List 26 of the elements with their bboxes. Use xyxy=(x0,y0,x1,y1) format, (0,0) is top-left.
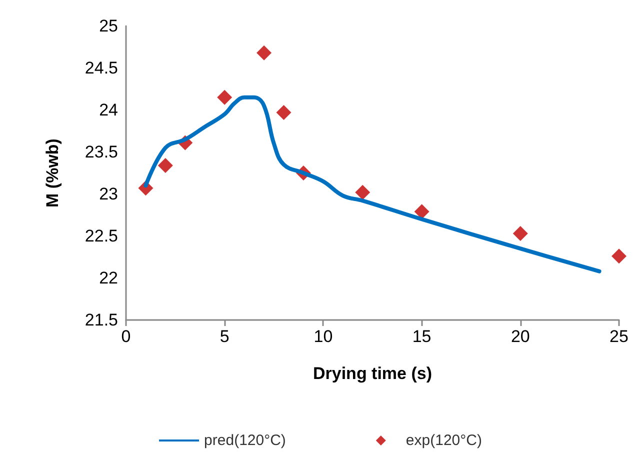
y-tick-label: 24 xyxy=(99,100,118,120)
point xyxy=(414,204,430,220)
y-tick-label: 22 xyxy=(99,268,118,288)
x-tick-label: 10 xyxy=(314,327,333,346)
point xyxy=(256,45,272,60)
point xyxy=(158,158,173,173)
point xyxy=(612,248,626,264)
point xyxy=(217,90,232,105)
point xyxy=(355,184,370,200)
y-tick-label: 25 xyxy=(99,16,118,36)
y-tick-label: 23.5 xyxy=(84,142,118,162)
y-tick-label: 24.5 xyxy=(84,58,118,78)
point xyxy=(512,226,528,241)
x-tick-label: 25 xyxy=(610,327,628,346)
legend-label: exp(120°C) xyxy=(406,432,482,449)
legend-label: pred(120°C) xyxy=(204,432,286,449)
x-tick-label: 0 xyxy=(121,327,131,346)
x-tick-label: 15 xyxy=(412,327,432,346)
y-tick-label: 21.5 xyxy=(84,310,118,330)
y-tick-label: 22.5 xyxy=(84,226,118,246)
point xyxy=(276,105,292,120)
y-axis-title: M (%wb) xyxy=(43,138,62,208)
x-axis-title: Drying time (s) xyxy=(312,364,432,383)
x-tick-label: 5 xyxy=(220,327,230,346)
y-tick-label: 23 xyxy=(99,184,118,204)
x-tick-label: 20 xyxy=(510,327,530,346)
